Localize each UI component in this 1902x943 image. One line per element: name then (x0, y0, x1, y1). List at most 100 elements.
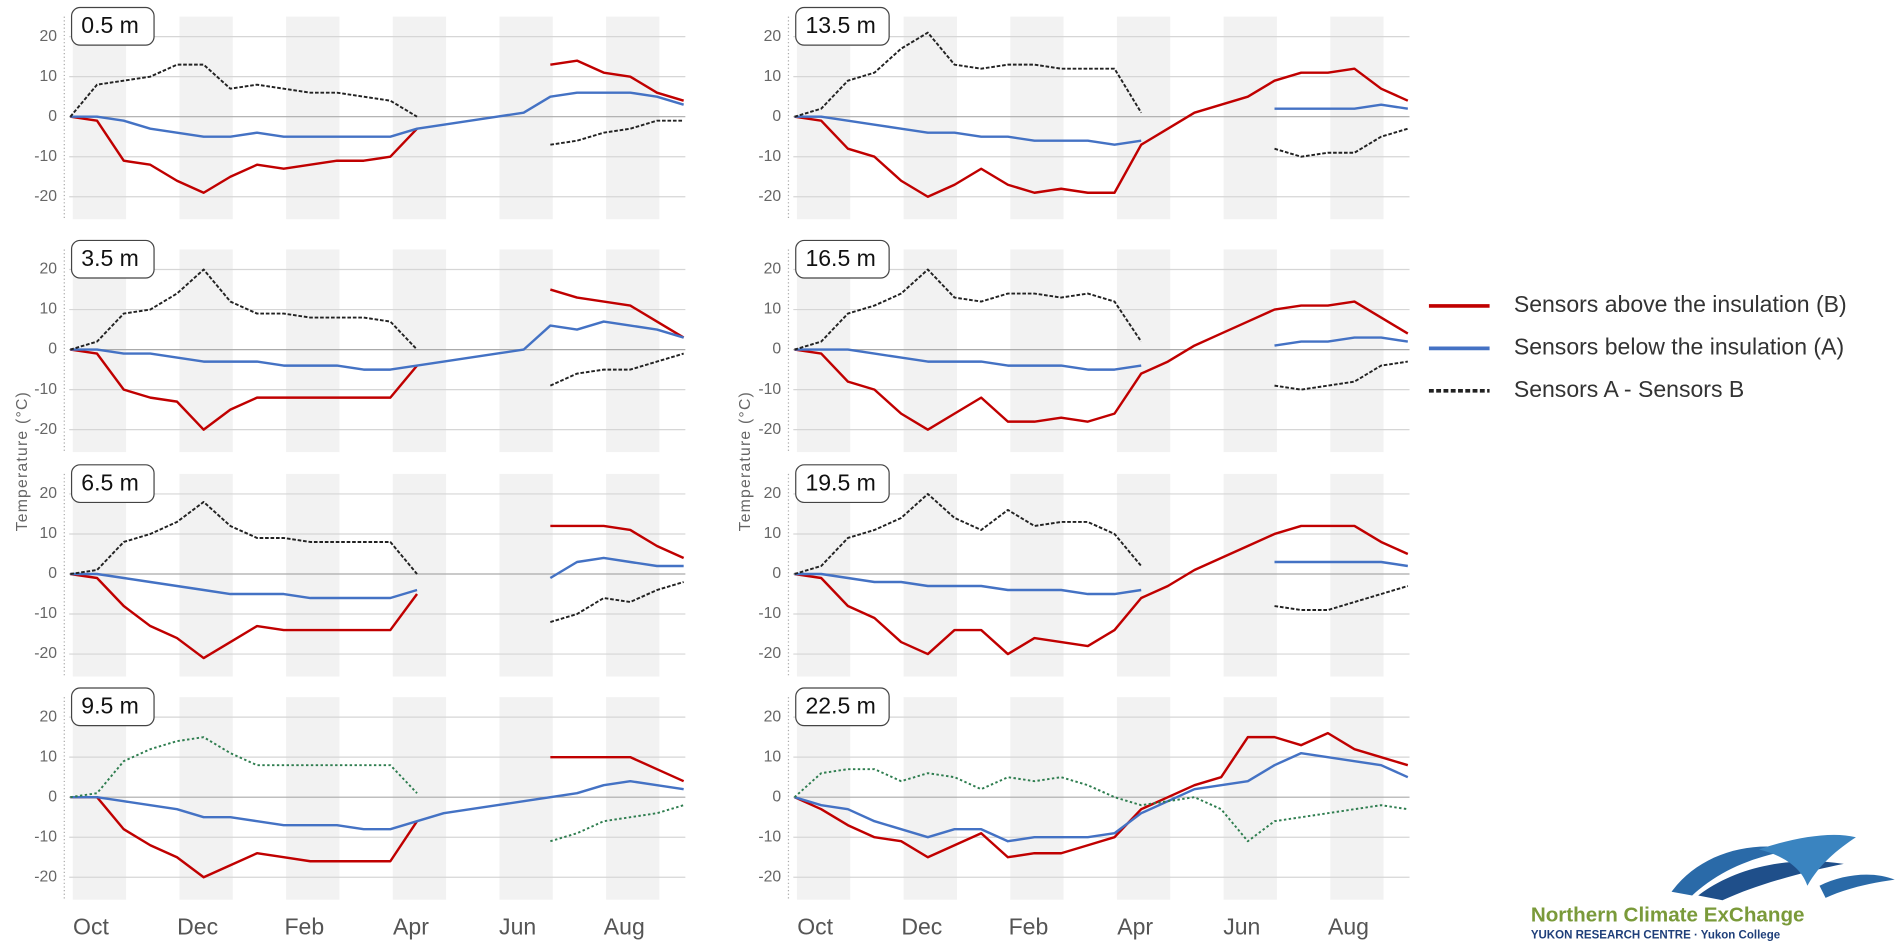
y-tick-label: -10 (758, 605, 781, 622)
month-band (606, 697, 660, 900)
y-tick-label: 20 (764, 261, 782, 278)
panel: -20 -10 0 10 20 16.5 m (758, 239, 1410, 453)
y-tick-label: -20 (758, 645, 781, 662)
y-tick-label: 20 (764, 708, 782, 725)
month-band (1330, 249, 1384, 453)
month-band (286, 473, 340, 677)
legend: Sensors above the insulation (B) Sensors … (1428, 291, 1847, 402)
y-tick-label: 0 (772, 565, 781, 582)
y-tick-label: 20 (764, 485, 782, 502)
x-tick-label: Oct (73, 913, 109, 939)
y-tick-label: -10 (34, 148, 57, 165)
x-tick-label: Dec (901, 913, 942, 939)
logo-swoosh (1671, 846, 1796, 896)
y-axis-label: Temperature (°C) (14, 391, 31, 531)
series-line (70, 500, 684, 623)
series-line (70, 268, 684, 387)
series-line (794, 751, 1409, 843)
logo-name: Northern Climate ExChange (1531, 904, 1805, 927)
y-tick-label: -10 (34, 828, 57, 845)
panel: -20 -10 0 10 20 13.5 m (758, 6, 1410, 220)
month-band (1223, 473, 1277, 677)
y-tick-label: 20 (39, 485, 57, 502)
month-band (606, 473, 660, 677)
y-tick-label: -20 (758, 188, 781, 205)
series-line (794, 560, 1408, 596)
month-band (796, 697, 851, 900)
month-band (1330, 473, 1384, 677)
panel-title: 6.5 m (81, 469, 139, 495)
x-tick-label: Feb (284, 913, 324, 939)
series-line (794, 31, 1409, 158)
y-tick-label: 10 (39, 748, 57, 765)
y-tick-label: 10 (39, 68, 57, 85)
y-tick-label: -20 (34, 645, 57, 662)
panel-label-box (795, 687, 890, 727)
month-band (1010, 473, 1064, 677)
x-tick-label: Oct (797, 913, 833, 939)
y-tick-label: 0 (772, 108, 781, 125)
series-line (70, 736, 684, 843)
y-tick-label: 0 (48, 565, 57, 582)
month-band (1010, 16, 1064, 220)
month-band (286, 697, 340, 900)
y-tick-label: -10 (758, 828, 781, 845)
panel-title: 3.5 m (81, 245, 139, 271)
y-tick-label: 10 (764, 68, 782, 85)
month-band (179, 16, 233, 220)
panel: Oct Dec Feb Apr Jun Aug -20 -10 0 10 20 22.5 m (758, 687, 1410, 939)
month-band (392, 249, 447, 453)
y-tick-label: 0 (772, 341, 781, 358)
panel-title: 9.5 m (81, 693, 139, 719)
y-tick-label: -10 (758, 381, 781, 398)
logo-subtitle: YUKON RESEARCH CENTRE · Yukon College (1531, 930, 1781, 942)
series-line (70, 524, 685, 660)
month-band (1010, 697, 1064, 900)
month-band (1116, 249, 1171, 453)
month-band (499, 473, 553, 677)
y-tick-label: 10 (39, 525, 57, 542)
month-band (179, 697, 233, 900)
y-tick-label: 0 (48, 108, 57, 125)
logo: Northern Climate ExChange YUKON RESEARCH… (1531, 834, 1895, 942)
logo-swoosh (1758, 834, 1856, 886)
month-band (286, 16, 340, 220)
series-line (70, 288, 685, 431)
y-axis-label: Temperature (°C) (737, 391, 754, 531)
panel-label-box (795, 6, 890, 46)
series-line (69, 63, 684, 146)
series-line (794, 336, 1408, 371)
series-line (793, 768, 1408, 843)
series-line (794, 268, 1408, 391)
month-band (179, 473, 233, 677)
y-tick-label: 0 (48, 341, 57, 358)
y-tick-label: 0 (48, 788, 57, 805)
month-band (606, 16, 660, 220)
x-tick-label: Apr (1117, 913, 1153, 939)
y-tick-label: -20 (758, 868, 781, 885)
panel-title: 16.5 m (805, 245, 875, 271)
panel-label-box (795, 239, 890, 279)
series-line (794, 492, 1409, 611)
panel-label-box (795, 464, 890, 504)
month-band (1330, 697, 1384, 900)
y-tick-label: 20 (39, 261, 57, 278)
y-tick-label: -20 (34, 421, 57, 438)
series-line (794, 300, 1409, 431)
y-tick-label: -20 (758, 421, 781, 438)
y-tick-label: 10 (764, 748, 782, 765)
x-tick-label: Jun (1223, 913, 1260, 939)
series-line (794, 67, 1409, 198)
month-band (1330, 16, 1384, 220)
panel: -20 -10 0 10 20 19.5 m (758, 464, 1410, 677)
month-band (179, 249, 233, 453)
series-line (70, 779, 684, 831)
month-band (392, 697, 447, 900)
x-tick-label: Feb (1009, 913, 1049, 939)
month-band (286, 249, 340, 453)
series-line (794, 103, 1408, 146)
panel-title: 0.5 m (81, 12, 139, 38)
x-tick-label: Aug (1328, 913, 1369, 939)
month-band (1223, 249, 1277, 453)
